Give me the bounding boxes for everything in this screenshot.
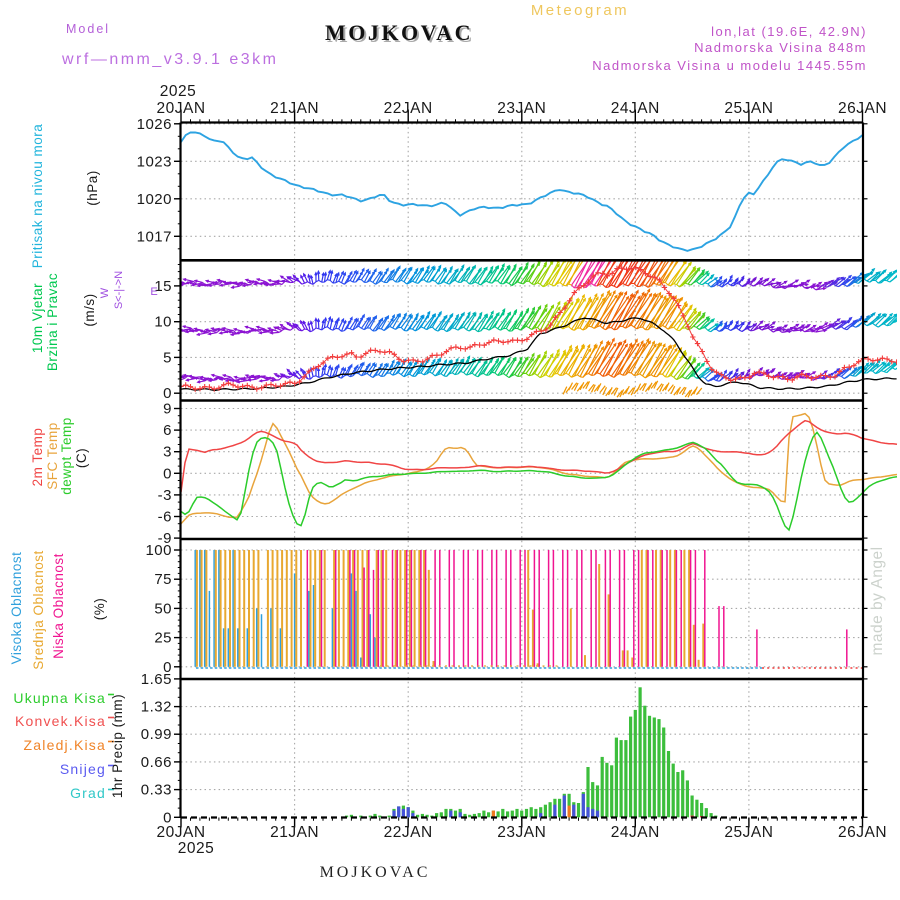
svg-text:lon,lat (19.6E, 42.9N): lon,lat (19.6E, 42.9N) (711, 24, 867, 39)
svg-text:1026: 1026 (137, 116, 172, 133)
svg-text:75: 75 (154, 571, 172, 588)
svg-text:5: 5 (163, 349, 172, 366)
svg-text:Pritisak na nivou mora: Pritisak na nivou mora (30, 124, 45, 269)
svg-text:10: 10 (154, 314, 172, 331)
svg-text:25JAN: 25JAN (724, 100, 773, 117)
svg-text:100: 100 (145, 542, 172, 559)
svg-text:10m Vjetar: 10m Vjetar (30, 283, 45, 353)
svg-text:0.66: 0.66 (141, 754, 172, 771)
svg-text:W: W (99, 287, 111, 298)
svg-text:23JAN: 23JAN (497, 824, 546, 841)
svg-text:SFC Temp: SFC Temp (45, 422, 60, 490)
svg-text:6: 6 (163, 422, 172, 439)
svg-text:Snijeg: Snijeg (60, 761, 106, 777)
svg-text:Konvek.Kisa: Konvek.Kisa (15, 713, 106, 729)
svg-text:-3: -3 (158, 487, 172, 504)
svg-text:1017: 1017 (137, 228, 172, 245)
svg-text:(m/s): (m/s) (82, 293, 97, 326)
svg-text:1023: 1023 (137, 153, 172, 170)
svg-text:dewpt Temp: dewpt Temp (59, 417, 74, 495)
svg-text:0: 0 (163, 465, 172, 482)
svg-text:Zaledj.Kisa: Zaledj.Kisa (24, 737, 106, 753)
svg-text:2m Temp: 2m Temp (30, 428, 45, 487)
svg-text:3: 3 (163, 444, 172, 461)
svg-text:25: 25 (154, 630, 172, 647)
svg-text:0.99: 0.99 (141, 726, 172, 743)
svg-text:-9: -9 (158, 530, 172, 547)
svg-text:21JAN: 21JAN (270, 100, 319, 117)
svg-text:24JAN: 24JAN (611, 100, 660, 117)
svg-text:2025: 2025 (160, 83, 196, 100)
svg-text:wrf—nmm_v3.9.1 e3km: wrf—nmm_v3.9.1 e3km (61, 51, 278, 68)
svg-text:22JAN: 22JAN (384, 824, 433, 841)
svg-text:Brzina i Pravac: Brzina i Pravac (45, 273, 60, 371)
svg-text:0: 0 (163, 809, 172, 826)
svg-text:23JAN: 23JAN (497, 100, 546, 117)
svg-text:MOJKOVAC: MOJKOVAC (325, 20, 473, 45)
svg-text:22JAN: 22JAN (384, 100, 433, 117)
svg-text:0.33: 0.33 (141, 782, 172, 799)
svg-text:1.32: 1.32 (141, 699, 172, 716)
svg-text:Grad: Grad (70, 785, 106, 801)
svg-text:Meteogram: Meteogram (531, 2, 629, 19)
svg-text:0: 0 (163, 385, 172, 402)
svg-text:20JAN: 20JAN (156, 824, 205, 841)
svg-text:1hr Precip (mm): 1hr Precip (mm) (110, 694, 125, 798)
svg-text:S<-|->N: S<-|->N (113, 271, 125, 309)
svg-text:Nadmorska Visina u modelu 1445: Nadmorska Visina u modelu 1445.55m (592, 58, 867, 73)
svg-text:(C): (C) (74, 448, 89, 468)
svg-text:1.65: 1.65 (141, 671, 172, 688)
svg-text:50: 50 (154, 600, 172, 617)
svg-text:9: 9 (163, 401, 172, 418)
svg-text:2025: 2025 (178, 840, 214, 857)
svg-text:Srednja Oblacnost: Srednja Oblacnost (31, 550, 46, 670)
svg-text:26JAN: 26JAN (838, 100, 887, 117)
svg-text:-6: -6 (158, 509, 172, 526)
svg-text:20JAN: 20JAN (156, 100, 205, 117)
svg-text:24JAN: 24JAN (611, 824, 660, 841)
svg-text:1020: 1020 (137, 191, 172, 208)
svg-text:Model: Model (66, 22, 110, 36)
svg-text:0: 0 (163, 659, 172, 676)
svg-text:26JAN: 26JAN (838, 824, 887, 841)
svg-text:21JAN: 21JAN (270, 824, 319, 841)
svg-text:E: E (150, 286, 157, 298)
svg-text:15: 15 (154, 278, 172, 295)
svg-text:25JAN: 25JAN (724, 824, 773, 841)
svg-text:(hPa): (hPa) (85, 170, 100, 206)
svg-text:(%): (%) (92, 598, 107, 621)
svg-text:MOJKOVAC: MOJKOVAC (320, 864, 431, 881)
svg-text:Ukupna Kisa: Ukupna Kisa (13, 690, 106, 706)
svg-text:Nadmorska Visina 848m: Nadmorska Visina 848m (694, 40, 867, 55)
svg-text:Visoka Oblacnost: Visoka Oblacnost (9, 552, 24, 665)
svg-text:made by Angel: made by Angel (869, 546, 886, 655)
svg-text:Niska Oblacnost: Niska Oblacnost (51, 553, 66, 659)
